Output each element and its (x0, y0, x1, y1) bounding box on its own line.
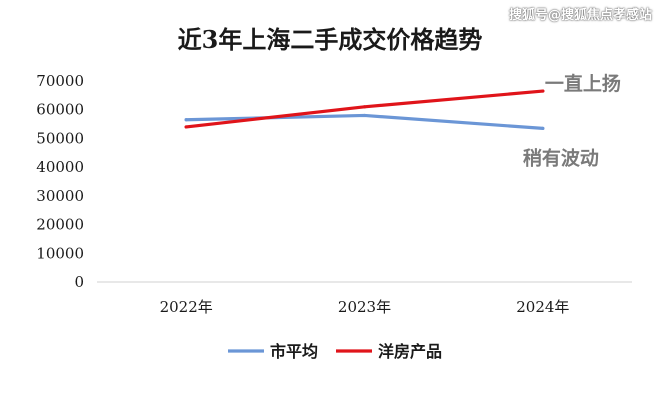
x-tick-label: 2024年 (516, 298, 569, 316)
x-tick-label: 2022年 (160, 298, 213, 316)
data-point (184, 118, 188, 122)
annotation-label: 一直上扬 (545, 72, 621, 95)
watermark: 搜狐号@搜狐焦点孝感站 (508, 8, 652, 23)
y-tick-label: 20000 (36, 216, 84, 234)
data-point (541, 89, 545, 93)
y-tick-label: 50000 (36, 129, 84, 147)
annotation-label: 稍有波动 (523, 146, 599, 169)
legend-label: 市平均 (270, 342, 318, 361)
y-tick-label: 0 (74, 273, 84, 291)
legend-label: 洋房产品 (378, 342, 442, 361)
x-tick-label: 2023年 (338, 298, 391, 316)
series-line-2 (184, 89, 545, 129)
y-tick-label: 70000 (36, 72, 84, 90)
y-tick-label: 60000 (36, 101, 84, 119)
data-point (362, 105, 367, 109)
data-point (184, 125, 188, 129)
y-tick-label: 30000 (36, 187, 84, 205)
data-point (362, 113, 367, 118)
y-tick-label: 10000 (36, 244, 84, 262)
chart-title: 近3年上海二手成交价格趋势 (178, 25, 483, 54)
y-tick-label: 40000 (36, 158, 84, 176)
data-point (541, 126, 545, 130)
